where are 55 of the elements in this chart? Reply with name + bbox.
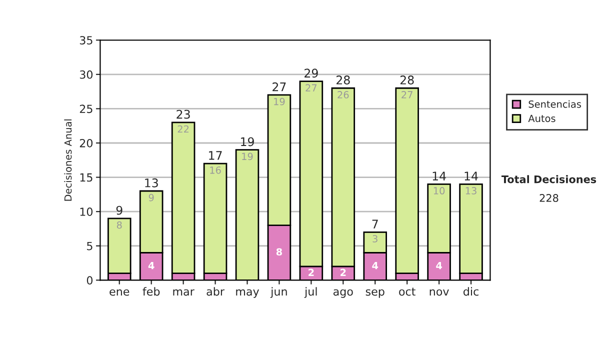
- y-tick-label: 35: [80, 36, 92, 44]
- text: 228: [540, 194, 558, 202]
- data-label: 19: [274, 98, 285, 106]
- legend-label: Sentencias: [528, 100, 582, 108]
- data-label: 22: [178, 125, 189, 133]
- x-tick-label: ago: [333, 289, 353, 298]
- y-tick-label: 25: [80, 104, 92, 114]
- y-tick-label: 30: [80, 70, 93, 79]
- total-label: 7: [372, 220, 378, 228]
- data-label: 26: [338, 91, 349, 98]
- x-tick-label: sep: [366, 289, 384, 298]
- data-label: 8: [276, 248, 282, 256]
- legend-label: Autos: [528, 114, 556, 122]
- data-label: 8: [116, 221, 122, 229]
- x-tick-label: may: [236, 289, 260, 298]
- x-tick-label: ene: [110, 289, 130, 296]
- x-tick-label: feb: [142, 287, 160, 296]
- x-tick-label: jun: [270, 287, 287, 298]
- data-label: 2: [340, 268, 346, 276]
- data-label: 16: [210, 166, 221, 174]
- total-label: 19: [241, 137, 254, 146]
- data-label: 27: [306, 84, 317, 92]
- data-label: 27: [402, 91, 412, 98]
- x-tick-label: mar: [173, 289, 194, 296]
- data-label: 10: [434, 187, 445, 194]
- data-label: 19: [242, 152, 253, 160]
- x-tick-label: oct: [399, 288, 416, 296]
- y-tick-label: 0: [86, 276, 93, 285]
- data-label: 4: [372, 262, 378, 270]
- data-label: 13: [466, 187, 476, 194]
- text: Total Decisiones: [501, 175, 596, 184]
- total-label: 23: [176, 110, 190, 119]
- y-tick-label: 10: [80, 208, 93, 216]
- y-tick-label: 20: [80, 138, 93, 148]
- total-label: 9: [116, 206, 122, 215]
- total-label: 28: [400, 76, 414, 84]
- data-label: 2: [308, 268, 314, 276]
- total-label: 14: [432, 172, 446, 180]
- y-axis-title: Decisiones Anual: [64, 119, 72, 201]
- data-label: 4: [436, 262, 442, 270]
- total-label: 28: [336, 76, 350, 84]
- y-tick-label: 5: [87, 242, 92, 250]
- data-label: 9: [148, 194, 154, 202]
- x-tick-label: dic: [464, 287, 478, 296]
- x-tick-label: abr: [206, 287, 224, 296]
- data-label: 3: [372, 235, 378, 242]
- y-tick-label: 15: [80, 173, 92, 182]
- total-label: 27: [272, 82, 286, 92]
- data-label: 4: [148, 262, 154, 270]
- x-tick-label: jul: [304, 287, 317, 298]
- total-label: 17: [209, 151, 222, 160]
- x-tick-label: nov: [430, 289, 449, 296]
- total-label: 13: [145, 178, 158, 188]
- total-label: 14: [464, 172, 478, 180]
- total-label: 29: [304, 68, 318, 78]
